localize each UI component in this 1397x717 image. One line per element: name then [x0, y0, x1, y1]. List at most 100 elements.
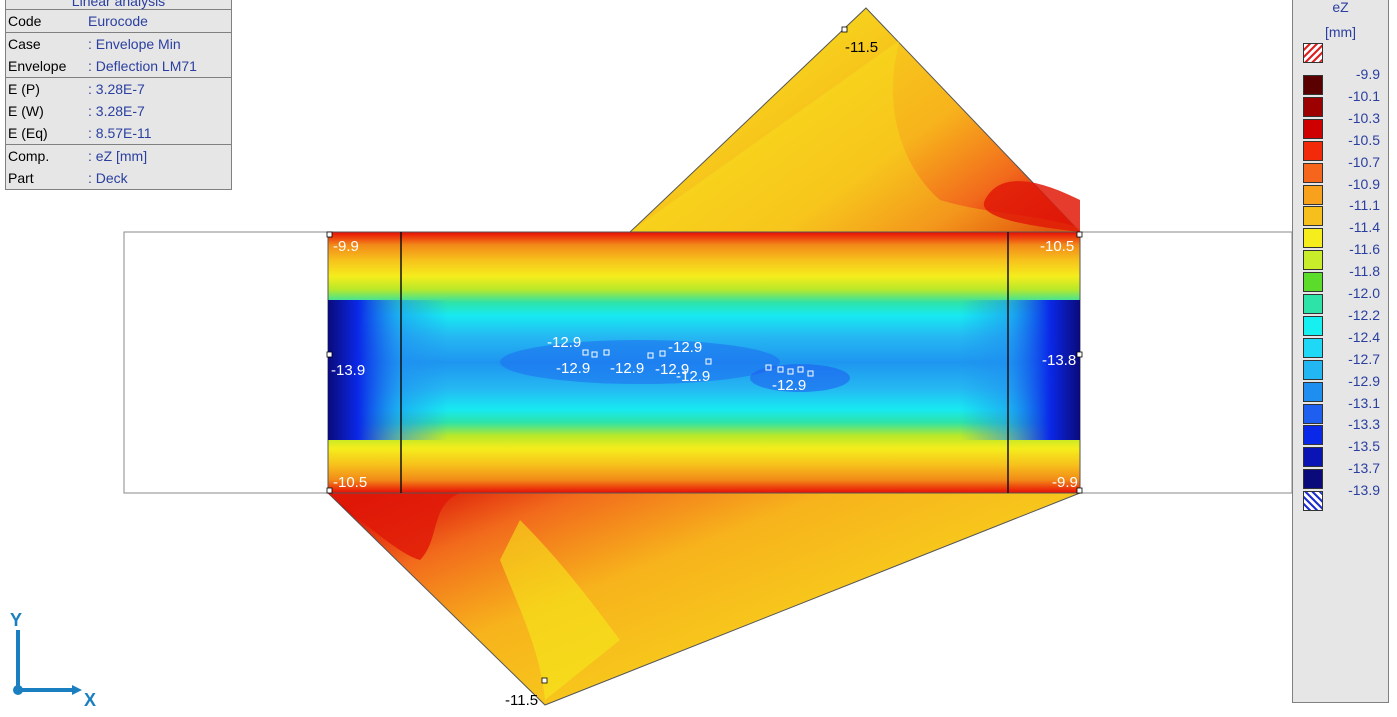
info-key: Code [8, 13, 42, 29]
legend-value: -12.9 [1348, 372, 1380, 389]
legend-unit: [mm] [1324, 24, 1357, 40]
legend-swatch [1303, 75, 1323, 95]
legend-entry: -11.1 [1293, 197, 1388, 230]
info-key: Comp. [8, 148, 50, 164]
legend-overflow-swatch [1303, 43, 1323, 63]
node-markers [326, 26, 1083, 684]
label-top-tip: -11.5 [845, 39, 878, 56]
legend-entry: -9.9 [1293, 66, 1388, 99]
label-cluster: -12.9 [772, 377, 806, 394]
legend-value: -13.7 [1348, 460, 1380, 477]
analysis-info-panel: Linear analysis Code Eurocode Case : Env… [5, 0, 232, 190]
legend-swatch [1303, 140, 1323, 161]
legend-entry: -12.9 [1293, 373, 1388, 406]
legend-swatch [1303, 469, 1323, 490]
legend-value: -13.1 [1348, 394, 1380, 411]
legend-entry: -11.8 [1293, 263, 1388, 296]
legend-swatch [1303, 184, 1323, 205]
legend-value: -13.3 [1348, 416, 1380, 433]
label-center-c: -12.9 [610, 360, 644, 377]
legend-swatch [1303, 228, 1323, 249]
info-value: Eurocode [88, 13, 148, 29]
legend-value: -13.5 [1348, 438, 1380, 455]
legend-value: -10.5 [1348, 131, 1380, 148]
info-value: : Deflection LM71 [88, 58, 197, 74]
legend-value: -11.1 [1349, 197, 1380, 214]
legend-entry: -12.4 [1293, 329, 1388, 362]
color-legend: eZ [mm] -9.9 -10.1 -10.3 -10.5 -10.7 -10.9 -11… [1292, 0, 1389, 703]
info-row-ew: E (W) : 3.28E-7 [6, 100, 231, 122]
label-center-e: -12.9 [668, 339, 702, 356]
axes-origin [13, 685, 23, 695]
legend-value: -10.3 [1348, 109, 1380, 126]
info-key: Envelope [8, 58, 67, 74]
left-support-gradient [328, 300, 448, 440]
label-rect-mid-right: -13.8 [1042, 352, 1076, 369]
legend-value: -12.4 [1348, 328, 1380, 345]
legend-value: -10.9 [1348, 175, 1380, 192]
legend-entry: -12.0 [1293, 285, 1388, 318]
legend-entry: -13.1 [1293, 395, 1388, 428]
legend-swatch [1303, 118, 1323, 139]
info-row-ep: E (P) : 3.28E-7 [6, 77, 231, 100]
right-support-gradient [960, 300, 1080, 440]
top-slab-red-spot [983, 181, 1080, 232]
label-center-b: -12.9 [556, 360, 590, 377]
info-row-eeq: E (Eq) : 8.57E-11 [6, 122, 231, 144]
label-bottom-tip: -11.5 [505, 692, 538, 709]
legend-value: -12.7 [1348, 350, 1380, 367]
legend-value: -11.4 [1349, 219, 1380, 236]
legend-swatch [1303, 337, 1323, 358]
info-panel-title: Linear analysis [6, 0, 231, 10]
info-key: E (P) [8, 81, 40, 97]
label-center-a: -12.9 [547, 334, 581, 351]
legend-value: -12.0 [1348, 285, 1380, 301]
label-center-d: -12.9 [655, 361, 689, 378]
legend-swatch [1303, 381, 1323, 402]
info-key: Case [8, 36, 41, 52]
legend-swatch [1303, 359, 1323, 380]
legend-entry: -12.7 [1293, 351, 1388, 384]
label-rect-top-left: -9.9 [333, 238, 359, 255]
legend-swatch [1303, 162, 1323, 183]
legend-entry: -10.7 [1293, 154, 1388, 187]
legend-swatch [1303, 294, 1323, 314]
info-value: : Deck [88, 170, 128, 186]
label-rect-mid-left: -13.9 [331, 362, 365, 379]
info-row-part: Part : Deck [6, 167, 231, 189]
legend-entry: -10.3 [1293, 110, 1388, 143]
legend-swatch [1303, 403, 1323, 424]
legend-entry: -10.1 [1293, 88, 1388, 121]
info-value: : eZ [mm] [88, 148, 148, 164]
info-value: : 3.28E-7 [88, 81, 145, 97]
legend-swatch [1303, 425, 1323, 446]
bottom-slab-yellow-band [500, 520, 620, 700]
legend-title: eZ [1332, 0, 1349, 15]
info-row-case: Case : Envelope Min [6, 32, 231, 55]
info-value: : 8.57E-11 [88, 125, 152, 141]
legend-entry: -11.4 [1293, 219, 1388, 252]
legend-underflow-entry: -13.9 [1293, 482, 1388, 515]
info-value: : Envelope Min [88, 36, 181, 52]
x-axis-arrow [72, 685, 82, 695]
top-slab-yellow-band [630, 40, 1080, 232]
bottom-slab-red-spot [328, 493, 460, 560]
info-row-code: Code Eurocode [6, 10, 231, 32]
label-center-f: -12.9 [676, 368, 710, 385]
legend-swatch [1303, 447, 1323, 468]
legend-entry: -11.6 [1293, 241, 1388, 274]
axes-indicator: Y X [10, 610, 96, 710]
legend-value: -10.1 [1348, 87, 1380, 104]
legend-min-value: -13.9 [1348, 482, 1380, 499]
x-axis-label: X [84, 690, 96, 710]
legend-swatch [1303, 272, 1323, 293]
legend-entry: -13.7 [1293, 460, 1388, 493]
label-rect-bottom-left: -10.5 [333, 474, 367, 491]
legend-entry: -13.5 [1293, 438, 1388, 471]
legend-entry: -10.5 [1293, 132, 1388, 165]
info-row-envelope: Envelope : Deflection LM71 [6, 55, 231, 77]
legend-value: -12.2 [1348, 306, 1380, 323]
legend-entry: -10.9 [1293, 176, 1388, 209]
legend-swatch [1303, 315, 1323, 336]
